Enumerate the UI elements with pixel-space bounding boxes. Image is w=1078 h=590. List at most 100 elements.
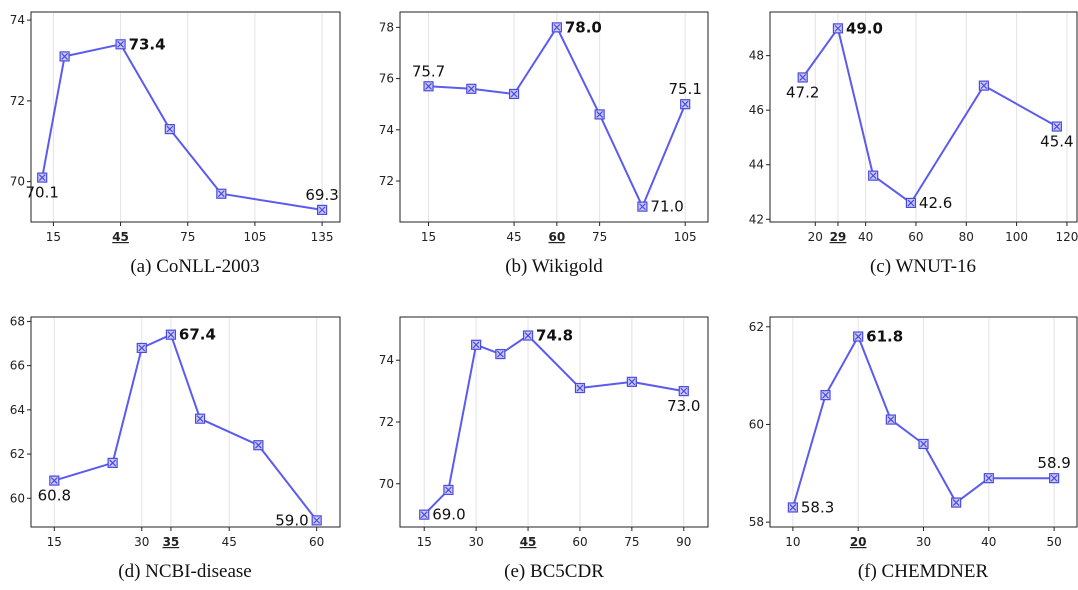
y-tick-label: 68: [10, 314, 25, 328]
x-tick-label: 20: [850, 535, 867, 549]
best-value-label: 49.0: [846, 19, 883, 37]
subplot-caption: (f) CHEMDNER: [858, 561, 989, 582]
best-value-label: 73.4: [129, 35, 166, 53]
data-label: 59.0: [275, 511, 308, 529]
x-tick-label: 35: [163, 535, 180, 549]
y-tick-label: 74: [10, 13, 25, 27]
plot-area: [399, 11, 709, 223]
data-point: [820, 390, 831, 401]
data-point: [419, 509, 430, 520]
subplot-6: 10 20 30 40 50 58 60 62 58.3 61.8 58.9 (f) CHEMDNER: [749, 316, 1078, 582]
y-tick-label: 70: [10, 175, 25, 189]
y-tick-label: 74: [379, 353, 394, 367]
x-tick-label: 60: [549, 230, 566, 244]
y-tick-label: 66: [10, 359, 25, 373]
y-tick-label: 62: [10, 447, 25, 461]
best-value-label: 61.8: [866, 328, 903, 346]
y-tick-label: 78: [379, 20, 394, 34]
data-point: [49, 475, 60, 486]
subplot-caption: (c) WNUT-16: [870, 256, 976, 277]
data-label: 69.0: [432, 506, 465, 524]
data-point: [471, 339, 482, 350]
data-point: [466, 83, 477, 94]
y-tick-label: 62: [749, 320, 764, 334]
x-tick-label: 60: [908, 230, 923, 244]
data-point: [574, 382, 586, 394]
x-tick-label: 100: [1005, 230, 1028, 244]
best-value-label: 78.0: [565, 18, 602, 36]
x-tick-label: 15: [421, 230, 436, 244]
x-tick-label: 105: [674, 230, 697, 244]
x-tick-label: 75: [624, 535, 639, 549]
x-tick-label: 15: [47, 535, 62, 549]
data-point: [37, 172, 48, 183]
data-point: [522, 330, 534, 341]
x-tick-label: 20: [808, 230, 823, 244]
plot-area: [30, 316, 341, 528]
x-tick-label: 60: [309, 535, 324, 549]
data-point: [495, 348, 506, 360]
data-point: [443, 484, 454, 496]
y-tick-label: 60: [749, 417, 764, 431]
data-point: [551, 22, 562, 33]
y-tick-label: 58: [749, 515, 764, 529]
y-tick-label: 72: [379, 415, 394, 429]
data-label: 45.4: [1040, 133, 1073, 151]
best-value-label: 67.4: [179, 326, 216, 344]
x-tick-label: 50: [1046, 535, 1061, 549]
subplot-5: 15 30 45 60 75 90 70 72 74 69.0 74.8 73.0 (e) BC5CDR: [379, 316, 709, 582]
data-label: 70.1: [25, 184, 58, 202]
data-point: [918, 438, 929, 450]
data-point: [797, 72, 808, 83]
subplot-caption: (e) BC5CDR: [504, 561, 604, 582]
data-point: [253, 440, 264, 451]
x-tick-label: 10: [785, 535, 800, 549]
best-value-label: 74.8: [536, 327, 573, 345]
series-line: [791, 335, 1055, 508]
y-tick-label: 76: [379, 72, 394, 86]
x-tick-label: 15: [417, 535, 432, 549]
x-tick-label: 30: [134, 535, 149, 549]
data-point: [885, 414, 896, 425]
x-tick-label: 30: [468, 535, 483, 549]
y-tick-label: 72: [10, 94, 25, 108]
data-label: 42.6: [919, 194, 952, 212]
data-point: [59, 51, 70, 62]
data-point: [165, 329, 177, 340]
data-point: [983, 473, 994, 484]
y-tick-label: 64: [10, 403, 25, 417]
data-point: [164, 124, 175, 135]
y-tick-label: 74: [379, 123, 394, 137]
data-point: [637, 201, 648, 212]
y-tick-label: 46: [749, 103, 764, 117]
data-point: [1051, 121, 1062, 132]
x-tick-label: 60: [572, 535, 587, 549]
data-label: 58.3: [801, 498, 834, 516]
data-label: 75.7: [412, 62, 445, 80]
plot-area: [769, 11, 1078, 223]
data-point: [194, 413, 206, 424]
data-point: [216, 188, 227, 199]
x-tick-label: 45: [222, 535, 237, 549]
series-line: [423, 334, 684, 516]
y-tick-label: 72: [379, 174, 394, 188]
x-tick-label: 45: [506, 230, 521, 244]
subplot-2: 15 45 60 75 105 72 74 76 78 75.7 78.0 71.0 75.1 (b) W…: [379, 11, 709, 277]
data-point: [115, 39, 126, 50]
data-point: [680, 99, 691, 110]
series-line: [801, 27, 1058, 204]
data-point: [853, 331, 864, 342]
x-tick-label: 75: [180, 230, 195, 244]
data-label: 58.9: [1037, 454, 1070, 472]
data-label: 71.0: [650, 198, 683, 216]
subplot-1: 15 45 75 105 135 70 72 74 70.1 73.4 69.3 (a) CoNLL-…: [10, 11, 341, 277]
x-tick-label: 90: [676, 535, 691, 549]
plot-area: [399, 316, 709, 528]
x-tick-label: 45: [520, 535, 537, 549]
x-tick-label: 40: [981, 535, 996, 549]
data-point: [868, 170, 879, 181]
x-tick-label: 120: [1055, 230, 1078, 244]
data-label: 47.2: [786, 83, 819, 101]
y-tick-label: 48: [749, 49, 764, 63]
subplot-caption: (d) NCBI-disease: [118, 561, 252, 582]
